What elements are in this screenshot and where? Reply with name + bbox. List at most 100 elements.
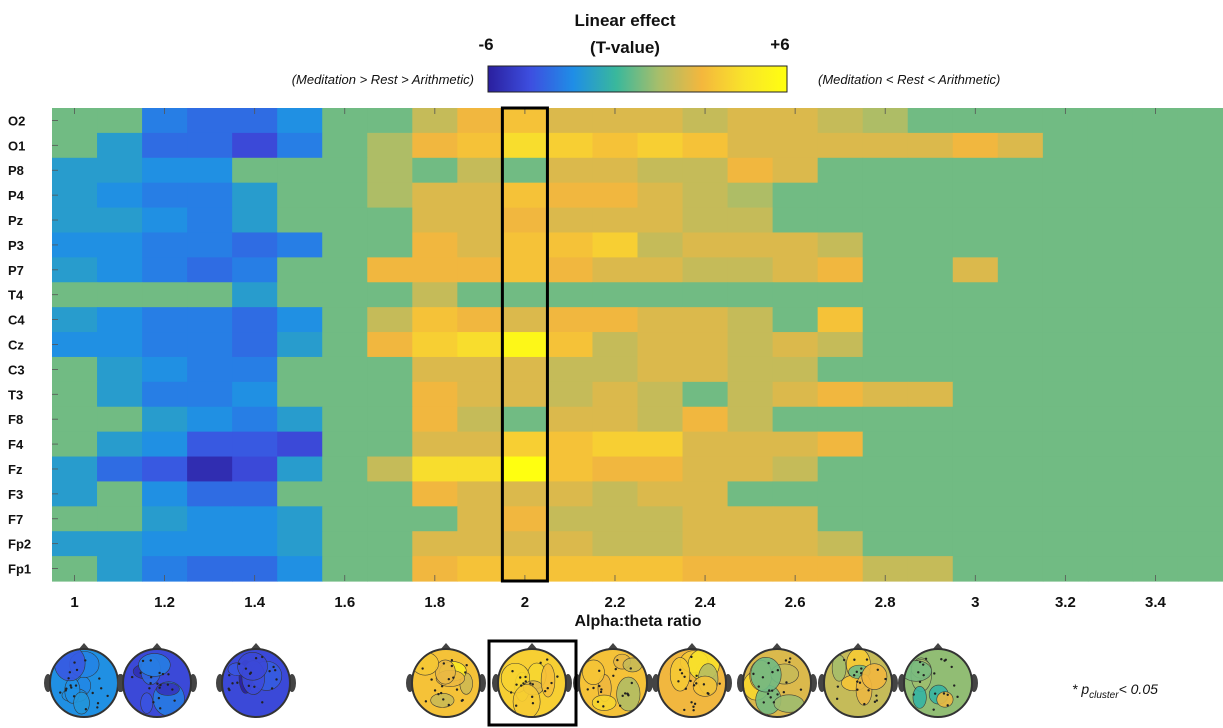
topomap-electrode bbox=[695, 682, 698, 685]
heatmap-cell bbox=[232, 232, 278, 258]
heatmap-cell bbox=[232, 506, 278, 532]
colorbar-title-line2: (T-value) bbox=[590, 38, 660, 57]
heatmap-cell bbox=[1087, 456, 1134, 483]
heatmap-cell bbox=[1087, 381, 1134, 408]
topomap-electrode bbox=[442, 698, 445, 701]
heatmap-cell bbox=[187, 282, 233, 308]
heatmap-cell bbox=[97, 531, 143, 557]
topomap-electrode bbox=[67, 677, 70, 680]
heatmap-cell bbox=[367, 108, 413, 134]
heatmap-cell bbox=[457, 182, 503, 209]
topomap-electrode bbox=[784, 659, 788, 662]
heatmap-cell bbox=[772, 481, 819, 507]
heatmap-cell bbox=[232, 431, 278, 458]
topomap-blob bbox=[692, 675, 718, 697]
heatmap-cell bbox=[592, 381, 639, 408]
topomap-electrode bbox=[543, 689, 547, 693]
heatmap-cell bbox=[367, 531, 413, 557]
heatmap-cell bbox=[97, 182, 143, 209]
topomap-electrode bbox=[785, 681, 788, 684]
topomap-electrode bbox=[680, 672, 684, 675]
topomap-electrode bbox=[629, 667, 632, 670]
topomap-electrode bbox=[842, 658, 846, 662]
topomap-electrode bbox=[433, 689, 437, 692]
heatmap-cell bbox=[862, 332, 909, 358]
topomap-electrode bbox=[253, 685, 256, 688]
heatmap-cell bbox=[1042, 307, 1089, 333]
topomap-blob bbox=[936, 691, 954, 708]
heatmap-cell bbox=[322, 207, 368, 234]
heatmap-cell bbox=[232, 406, 278, 433]
topomap-electrode bbox=[70, 686, 73, 689]
heatmap-cell bbox=[52, 332, 98, 358]
heatmap-cell bbox=[412, 406, 458, 433]
y-tick-label: F7 bbox=[8, 512, 23, 527]
heatmap-cell bbox=[322, 282, 368, 308]
heatmap-cell bbox=[52, 157, 98, 184]
heatmap-cell bbox=[1177, 456, 1223, 483]
heatmap-cell bbox=[682, 207, 729, 234]
y-tick-label: C4 bbox=[8, 313, 25, 328]
heatmap-cell bbox=[1087, 108, 1134, 134]
heatmap-cell bbox=[142, 431, 188, 458]
heatmap-cell bbox=[952, 132, 999, 159]
topomap-electrode bbox=[237, 662, 241, 666]
heatmap-cell bbox=[322, 132, 368, 159]
y-tick-label: F4 bbox=[8, 437, 24, 452]
topomap-electrode bbox=[752, 672, 755, 676]
heatmap-cell bbox=[187, 556, 233, 582]
topomap-blob bbox=[750, 657, 782, 693]
heatmap-cell bbox=[457, 556, 503, 582]
heatmap-cell bbox=[682, 282, 729, 308]
heatmap-cell bbox=[1042, 381, 1089, 408]
topomap-electrode bbox=[623, 692, 627, 695]
heatmap-cell bbox=[367, 307, 413, 333]
heatmap-cell bbox=[142, 381, 188, 408]
heatmap-cell bbox=[952, 332, 999, 358]
topomap-blob bbox=[156, 682, 180, 696]
topomap-electrode bbox=[621, 694, 624, 698]
topomap-electrode bbox=[865, 658, 869, 661]
heatmap-cell bbox=[232, 381, 278, 408]
heatmap-cell bbox=[142, 207, 188, 234]
topomap-electrode bbox=[946, 704, 949, 707]
heatmap-cell bbox=[997, 207, 1044, 234]
topomap-electrode bbox=[932, 708, 935, 711]
topomap-electrode bbox=[853, 658, 856, 661]
colorbar bbox=[487, 65, 788, 93]
heatmap-cell bbox=[232, 356, 278, 383]
heatmap-cell bbox=[412, 381, 458, 408]
heatmap-cell bbox=[907, 108, 954, 134]
heatmap-cell bbox=[277, 307, 323, 333]
topomap-blob bbox=[591, 694, 617, 711]
topomap-electrode bbox=[684, 687, 688, 690]
heatmap-cell bbox=[277, 282, 323, 308]
topomap-electrode bbox=[96, 702, 100, 705]
heatmap-cell bbox=[457, 406, 503, 433]
topomap-electrode bbox=[689, 679, 692, 683]
topomap-electrode bbox=[447, 677, 451, 681]
heatmap-cell bbox=[772, 332, 819, 358]
topomap-electrode bbox=[599, 690, 603, 694]
topomap-electrode bbox=[273, 669, 277, 672]
topomap-electrode bbox=[99, 687, 103, 690]
heatmap-cell bbox=[592, 307, 639, 333]
x-tick-label: 2.8 bbox=[875, 594, 896, 611]
heatmap-cell bbox=[547, 182, 594, 209]
topomap-electrode bbox=[767, 661, 770, 665]
topomap-electrode bbox=[757, 685, 760, 688]
heatmap-cell bbox=[817, 207, 864, 234]
heatmap-cell bbox=[142, 481, 188, 507]
heatmap-cell bbox=[592, 332, 639, 358]
heatmap-cell bbox=[97, 456, 143, 483]
heatmap-cell bbox=[1087, 132, 1134, 159]
topomap-electrode bbox=[873, 700, 877, 704]
heatmap-cell bbox=[952, 506, 999, 532]
significance-note: * pcluster< 0.05 bbox=[1072, 681, 1158, 701]
topomap-electrode bbox=[586, 688, 589, 691]
topomap-electrode bbox=[799, 688, 803, 691]
heatmap-cell bbox=[862, 531, 909, 557]
topomap-electrode bbox=[455, 688, 459, 691]
heatmap-cell bbox=[277, 182, 323, 209]
heatmap-cell bbox=[727, 207, 774, 234]
